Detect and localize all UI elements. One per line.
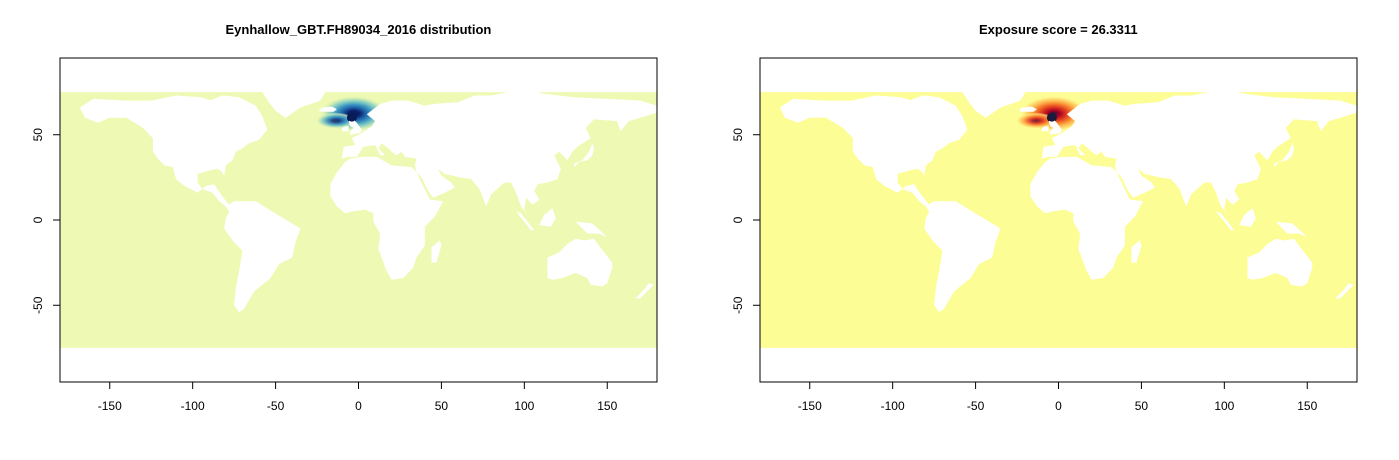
land-greenland — [237, 78, 326, 118]
exposure-map-plot: -150 -100 -50 0 50 100 150 -50 0 50 — [731, 57, 1358, 413]
x-tick-label: 100 — [514, 399, 534, 413]
land-sumatra — [1216, 211, 1235, 231]
distribution-map-plot: -150 -100 -50 0 50 100 150 -50 0 50 — [31, 57, 658, 413]
land-sumatra — [516, 211, 535, 231]
land-new-zealand — [635, 283, 654, 299]
land-greenland — [937, 78, 1026, 118]
land-borneo — [1239, 208, 1256, 227]
x-tick-label: -150 — [798, 399, 822, 413]
land-iceland — [318, 106, 337, 112]
hotspot-core-top — [347, 113, 356, 122]
y-tick-label: 0 — [731, 216, 745, 223]
land-north-america — [79, 95, 268, 207]
land-africa — [1030, 156, 1144, 280]
land-madagascar — [1131, 240, 1142, 263]
x-tick-label: -50 — [967, 399, 985, 413]
land-south-america — [224, 201, 301, 313]
y-tick-label: -50 — [31, 296, 45, 314]
land-north-america — [779, 95, 968, 207]
x-tick-label: 0 — [355, 399, 362, 413]
land-iceland — [1018, 106, 1037, 112]
x-tick-label: -100 — [181, 399, 205, 413]
land-new-guinea — [1275, 221, 1308, 238]
land-baffin-island — [909, 95, 956, 113]
land-new-zealand — [1335, 283, 1354, 299]
y-tick-label: 0 — [31, 216, 45, 223]
hotspot-tail — [1015, 112, 1056, 129]
x-tick-label: -150 — [98, 399, 122, 413]
land-madagascar — [431, 240, 442, 263]
x-tick-label: 50 — [1135, 399, 1149, 413]
exposure-map-panel: Exposure score = 26.3311 -150 -100 -50 0 50 1… — [700, 0, 1399, 455]
land-baffin-island — [209, 95, 256, 113]
y-tick-label: -50 — [731, 296, 745, 314]
land-ireland — [1041, 126, 1049, 132]
x-tick-label: 150 — [1297, 399, 1317, 413]
x-tick-label: -100 — [881, 399, 905, 413]
land-ireland — [341, 126, 349, 132]
land-great-britain — [1048, 119, 1062, 135]
x-tick-label: 0 — [1055, 399, 1062, 413]
land-australia — [1247, 238, 1313, 287]
land-eurasia — [1041, 88, 1357, 217]
map-area — [60, 78, 657, 348]
land-japan — [1274, 143, 1294, 168]
land-great-britain — [348, 119, 362, 135]
distribution-map-panel: Eynhallow_GBT.FH89034_2016 distribution … — [0, 0, 700, 455]
x-tick-label: 150 — [597, 399, 617, 413]
map-area — [760, 78, 1357, 348]
land-eurasia — [341, 88, 657, 217]
y-tick-label: 50 — [731, 128, 745, 142]
x-tick-label: -50 — [267, 399, 285, 413]
land-australia — [547, 238, 613, 287]
land-japan — [574, 143, 594, 168]
exposure-map-title: Exposure score = 26.3311 — [979, 22, 1138, 37]
land-south-america — [924, 201, 1001, 313]
y-tick-label: 50 — [31, 128, 45, 142]
land-africa — [330, 156, 444, 280]
land-new-guinea — [575, 221, 608, 238]
x-tick-label: 100 — [1214, 399, 1234, 413]
land-borneo — [539, 208, 556, 227]
x-tick-label: 50 — [435, 399, 449, 413]
hotspot-core-top — [1047, 113, 1056, 122]
hotspot-tail — [315, 112, 356, 129]
distribution-map-title: Eynhallow_GBT.FH89034_2016 distribution — [225, 22, 492, 37]
